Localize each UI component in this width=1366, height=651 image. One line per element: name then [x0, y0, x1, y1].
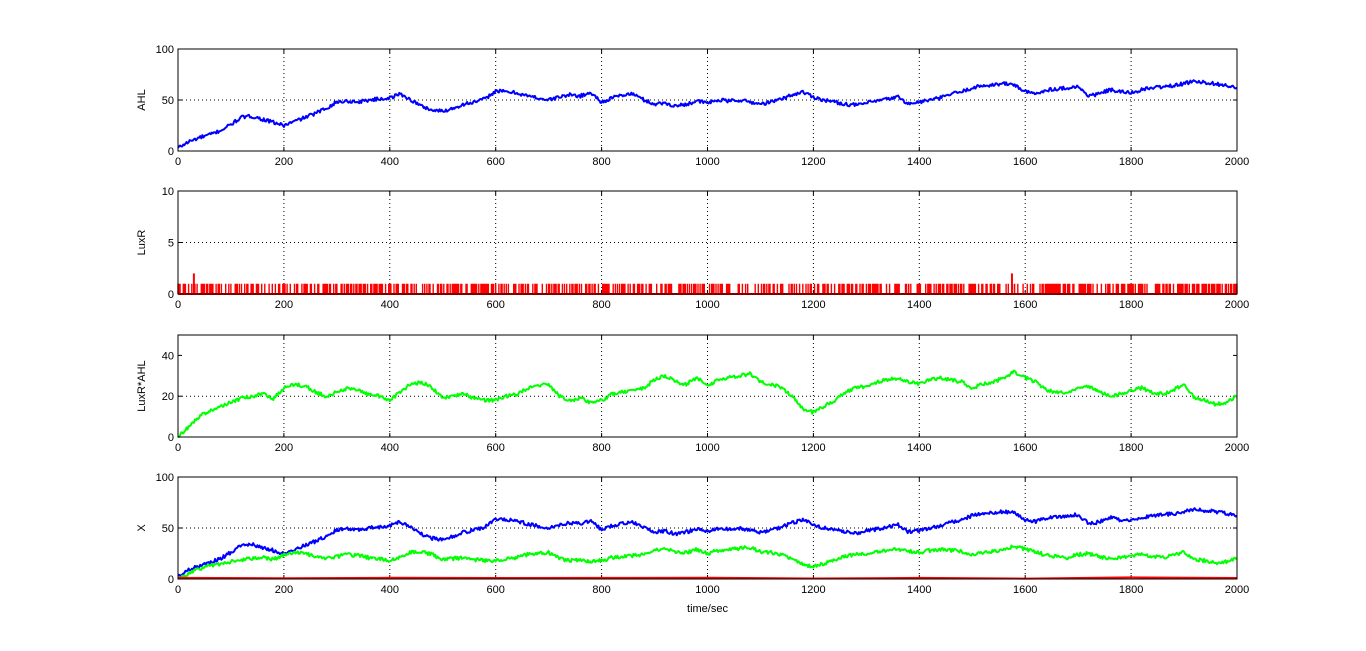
- y-tick-label: 10: [162, 186, 174, 198]
- x-tick-label: 200: [275, 442, 293, 454]
- x-tick-label: 1200: [801, 299, 825, 311]
- y-tick-label: 20: [162, 391, 174, 403]
- x-tick-label: 600: [487, 584, 505, 596]
- x-tick-label: 1400: [907, 442, 931, 454]
- x-tick-label: 200: [275, 156, 293, 168]
- x-tick-label: 0: [175, 299, 181, 311]
- x-tick-label: 400: [381, 442, 399, 454]
- y-axis-label: AHL: [136, 89, 148, 110]
- y-tick-label: 0: [168, 574, 174, 586]
- series-line-1: [177, 507, 1238, 577]
- x-tick-label: 1000: [695, 156, 719, 168]
- y-tick-label: 100: [156, 472, 174, 484]
- x-tick-label: 800: [592, 156, 610, 168]
- x-tick-label: 1000: [695, 299, 719, 311]
- x-tick-label: 400: [381, 584, 399, 596]
- y-tick-label: 40: [162, 350, 174, 362]
- x-tick-label: 2000: [1225, 156, 1249, 168]
- x-tick-label: 1600: [1013, 299, 1037, 311]
- x-tick-label: 600: [487, 442, 505, 454]
- series-line-3: [177, 576, 1238, 580]
- x-tick-label: 1600: [1013, 442, 1037, 454]
- subplot-1: 0 200 400 600 800 1000 1200 1400 1600 1800 2000 0 50…: [136, 44, 1249, 168]
- x-axis-label: time/sec: [687, 603, 728, 615]
- y-tick-label: 100: [156, 44, 174, 56]
- x-tick-label: 1400: [907, 299, 931, 311]
- x-tick-label: 800: [592, 442, 610, 454]
- subplot-2: 0 200 400 600 800 1000 1200 1400 1600 1800 2000 0 5 1…: [136, 186, 1249, 311]
- x-tick-label: 2000: [1225, 299, 1249, 311]
- subplot-4: 0 200 400 600 800 1000 1200 1400 1600 1800 2000 0 50…: [136, 472, 1249, 615]
- y-tick-label: 0: [168, 146, 174, 158]
- x-tick-label: 1000: [695, 584, 719, 596]
- x-tick-label: 400: [381, 299, 399, 311]
- x-tick-label: 1400: [907, 584, 931, 596]
- x-tick-label: 1200: [801, 442, 825, 454]
- y-axis-label: LuxR: [136, 230, 148, 256]
- x-tick-label: 0: [175, 442, 181, 454]
- x-tick-label: 0: [175, 156, 181, 168]
- x-tick-label: 200: [275, 584, 293, 596]
- x-tick-label: 1200: [801, 584, 825, 596]
- x-tick-label: 1200: [801, 156, 825, 168]
- x-tick-label: 1800: [1119, 584, 1143, 596]
- x-tick-label: 800: [592, 299, 610, 311]
- y-axis-label: LuxR*AHL: [136, 360, 148, 411]
- y-tick-label: 5: [168, 238, 174, 250]
- x-tick-label: 1000: [695, 442, 719, 454]
- x-tick-label: 1400: [907, 156, 931, 168]
- y-tick-label: 0: [168, 289, 174, 301]
- series-line-2: [177, 544, 1238, 580]
- x-tick-label: 1600: [1013, 584, 1037, 596]
- y-tick-label: 50: [162, 523, 174, 535]
- x-tick-label: 600: [487, 156, 505, 168]
- x-tick-label: 1600: [1013, 156, 1037, 168]
- series-line-1: [177, 79, 1238, 149]
- x-tick-label: 600: [487, 299, 505, 311]
- x-tick-label: 400: [381, 156, 399, 168]
- x-tick-label: 800: [592, 584, 610, 596]
- x-tick-label: 0: [175, 584, 181, 596]
- series-line-1: [177, 369, 1238, 438]
- x-tick-label: 2000: [1225, 584, 1249, 596]
- axes-box: [177, 48, 1238, 152]
- axes-box: [177, 190, 1238, 295]
- subplot-3: 0 200 400 600 800 1000 1200 1400 1600 1800 2000 0 20…: [136, 334, 1249, 454]
- y-tick-label: 0: [168, 432, 174, 444]
- x-tick-label: 1800: [1119, 299, 1143, 311]
- y-tick-label: 50: [162, 95, 174, 107]
- y-axis-label: X: [136, 524, 148, 532]
- x-tick-label: 200: [275, 299, 293, 311]
- x-tick-label: 2000: [1225, 442, 1249, 454]
- axes-box: [177, 476, 1238, 580]
- axes-box: [177, 334, 1238, 438]
- x-tick-label: 1800: [1119, 156, 1143, 168]
- x-tick-label: 1800: [1119, 442, 1143, 454]
